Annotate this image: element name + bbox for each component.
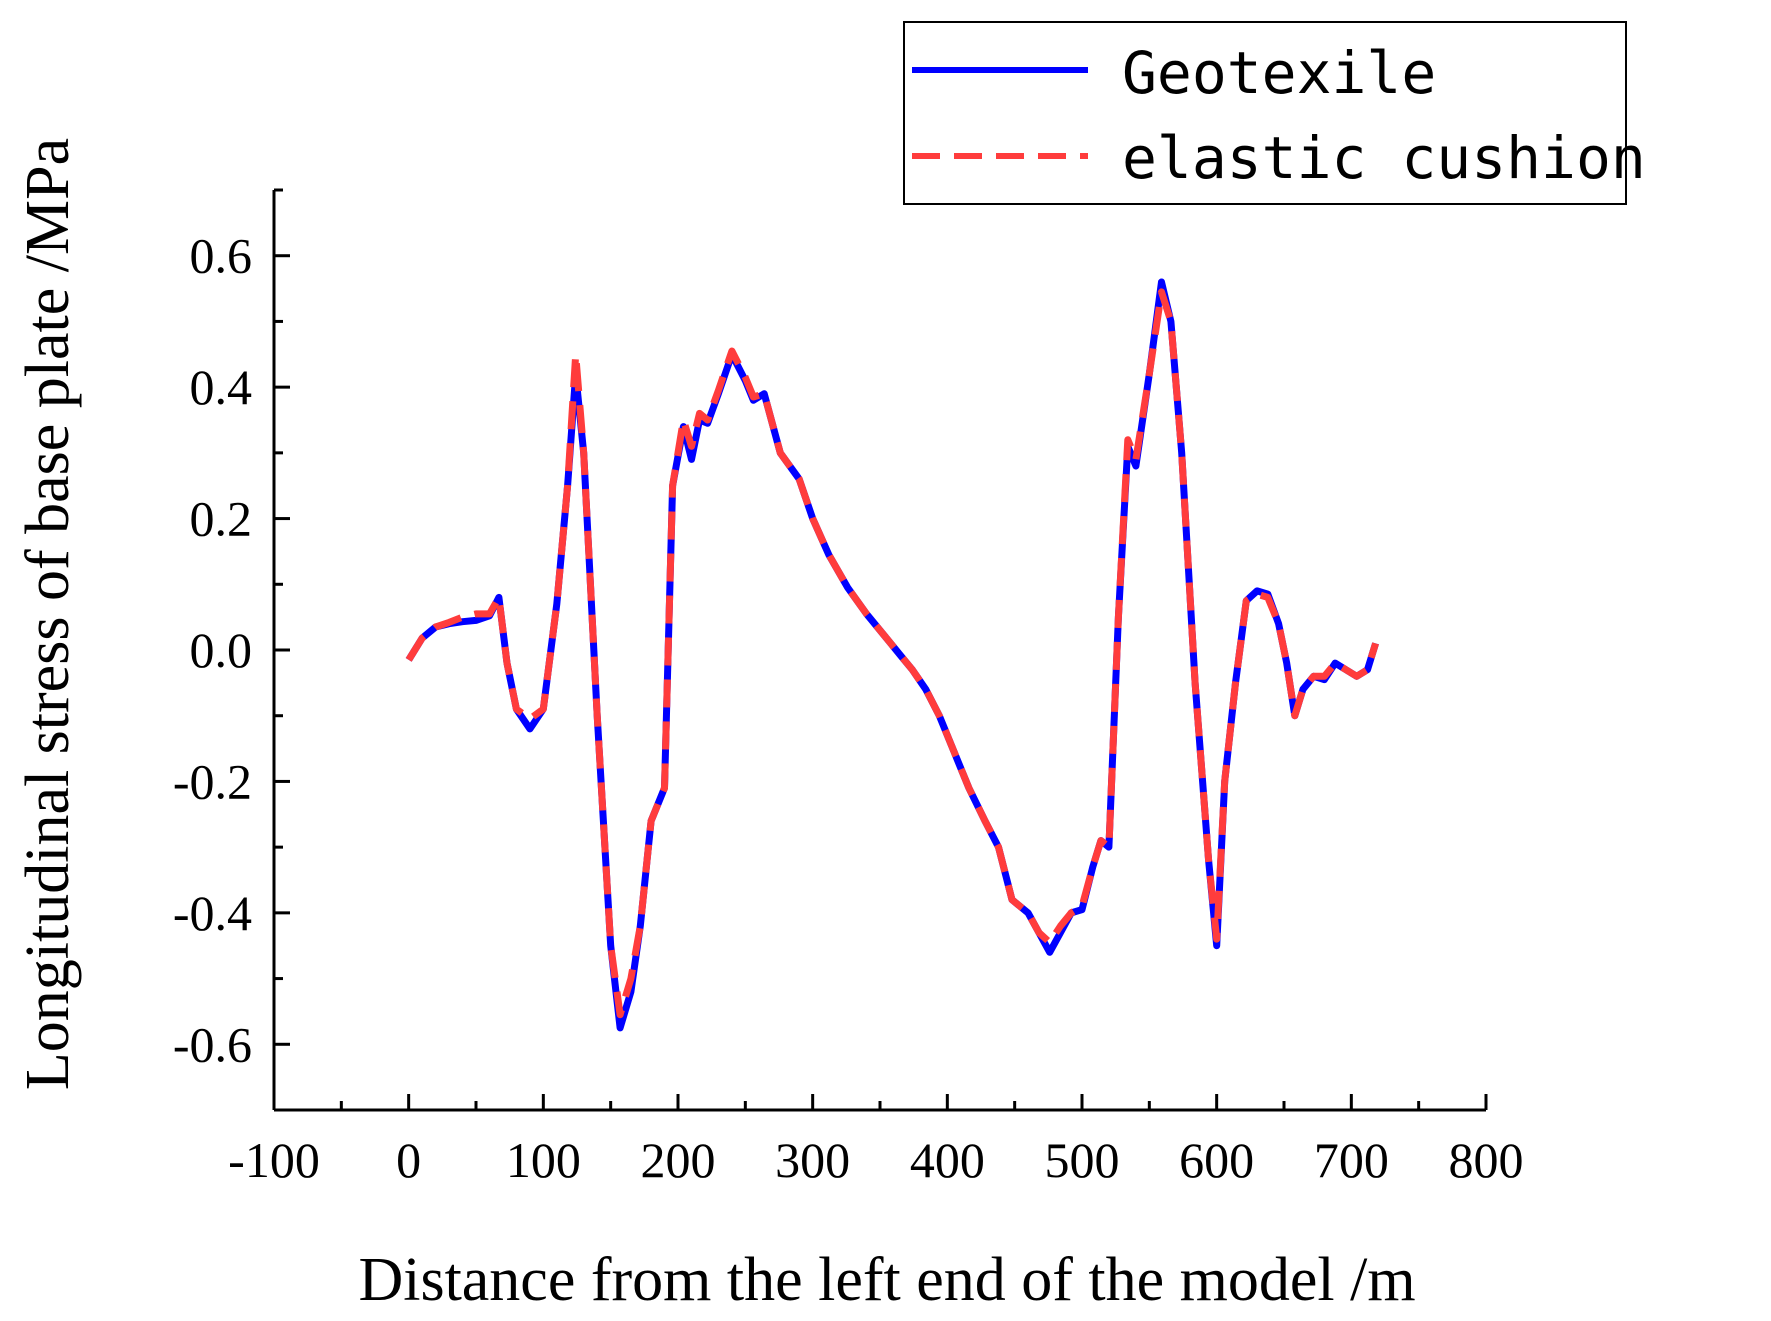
x-tick-label: 700 [1314, 1132, 1389, 1188]
y-axis-title: Longitudinal stress of base plate /MPa [14, 138, 82, 1090]
y-tick-label: 0.0 [190, 622, 253, 678]
y-tick-label: 0.2 [190, 491, 253, 547]
legend-label-geotexile: Geotexile [1122, 39, 1436, 107]
x-tick-label: 200 [641, 1132, 716, 1188]
y-axis-ticks: -0.6 -0.4 -0.2 0.0 0.2 0.4 0.6 [173, 188, 290, 1112]
x-tick-label: 500 [1045, 1132, 1120, 1188]
x-tick-label: 300 [775, 1132, 850, 1188]
series-line-elastic-cushion [405, 288, 1379, 1019]
legend-box [903, 21, 1627, 205]
x-tick-label: 800 [1449, 1132, 1524, 1188]
x-tick-label: 0 [396, 1132, 421, 1188]
y-tick-label: 0.6 [190, 228, 253, 284]
x-tick-label: -100 [228, 1132, 320, 1188]
plot-frame [272, 190, 1486, 1112]
y-tick-label: -0.6 [173, 1016, 252, 1072]
legend: Geotexile elastic cushion [903, 21, 1646, 205]
y-tick-label: 0.4 [190, 359, 253, 415]
legend-label-elastic-cushion: elastic cushion [1122, 124, 1646, 192]
y-tick-label: -0.2 [173, 753, 252, 809]
x-tick-label: 600 [1179, 1132, 1254, 1188]
y-tick-label: -0.4 [173, 885, 252, 941]
x-axis-title: Distance from the left end of the model … [358, 1246, 1415, 1314]
x-tick-label: 100 [506, 1132, 581, 1188]
series-layer [405, 278, 1379, 1032]
x-axis-ticks: -100 0 100 200 300 400 500 600 700 800 [228, 1094, 1524, 1188]
x-tick-label: 400 [910, 1132, 985, 1188]
